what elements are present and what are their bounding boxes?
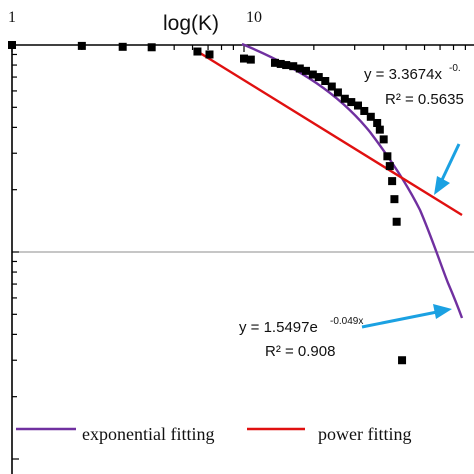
data-point — [383, 152, 392, 161]
power-fit-line — [199, 51, 463, 217]
data-point — [347, 98, 356, 107]
power-equation: y = 3.3674x — [364, 66, 442, 83]
data-point — [385, 162, 394, 171]
exponential-r-squared: R² = 0.908 — [265, 343, 335, 360]
data-point — [375, 125, 384, 134]
data-point — [353, 101, 362, 110]
data-point — [282, 61, 291, 70]
legend-power-label: power fitting — [318, 424, 411, 444]
power-arrow-shaft — [439, 143, 461, 183]
legend-exponential-label: exponential fitting — [82, 424, 214, 444]
power-arrow-head — [434, 176, 450, 195]
data-point — [147, 43, 156, 52]
data-point — [327, 82, 336, 91]
data-point — [289, 62, 298, 71]
data-point — [388, 177, 397, 186]
power-equation-exponent: -0. — [449, 63, 461, 74]
data-point — [270, 58, 279, 67]
data-point — [118, 42, 127, 51]
data-point — [392, 217, 401, 226]
data-point — [379, 135, 388, 144]
exponential-equation-exponent: -0.049x — [330, 316, 363, 327]
data-point — [240, 54, 248, 63]
data-point — [398, 356, 407, 365]
exponential-fit-curve — [241, 42, 464, 319]
data-point — [366, 112, 375, 121]
axes — [11, 44, 474, 474]
x-tick-label: 1 — [8, 9, 16, 26]
exponential-equation: y = 1.5497e — [239, 319, 318, 336]
data-point — [390, 195, 399, 204]
data-point — [295, 64, 304, 73]
data-point — [360, 106, 369, 115]
data-point — [314, 73, 323, 82]
x-tick-label: 10 — [246, 9, 262, 26]
data-point — [340, 94, 349, 103]
data-point — [8, 41, 16, 49]
x-axis-label: log(K) — [163, 12, 219, 35]
chart-labels: 1 10 log(K) — [8, 9, 262, 35]
data-point — [333, 88, 342, 97]
data-point — [301, 66, 310, 75]
data-point — [308, 70, 317, 79]
data-point — [77, 41, 86, 50]
annotations: y = 3.3674x -0. R² = 0.5635 y = 1.5497e -0.0… — [239, 63, 464, 360]
legend: exponential fitting power fitting — [16, 424, 411, 444]
data-point — [193, 47, 202, 56]
exponential-arrow-head — [433, 304, 452, 319]
fit-curves — [199, 42, 464, 319]
data-point — [276, 59, 285, 68]
data-point — [205, 50, 214, 59]
data-point — [373, 118, 382, 127]
data-point — [321, 77, 330, 86]
power-r-squared: R² = 0.5635 — [385, 91, 464, 108]
exponential-arrow-shaft — [361, 310, 438, 329]
data-point — [246, 55, 255, 64]
data-points — [8, 41, 407, 365]
